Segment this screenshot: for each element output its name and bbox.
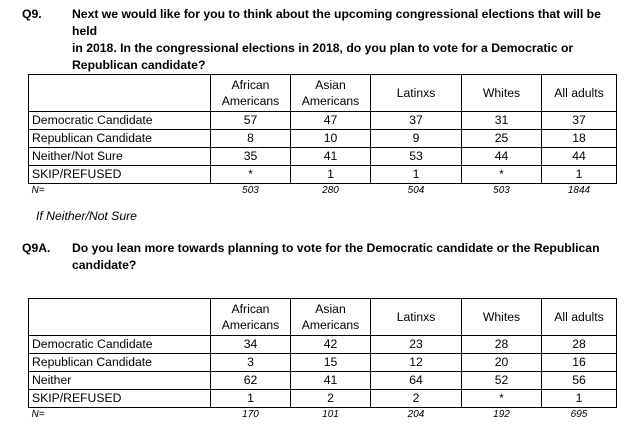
cell-value: 44	[541, 147, 617, 166]
table-row: Neither/Not Sure 35 41 53 44 44	[28, 147, 617, 166]
cell-value: 37	[541, 111, 617, 130]
sample-size-row: N= 170 101 204 192 695	[29, 408, 617, 423]
cell-value: 56	[541, 371, 617, 390]
cell-value: 47	[290, 111, 371, 130]
cell-value: 15	[290, 353, 371, 372]
cell-value: 41	[290, 147, 371, 166]
cell-value: 20	[461, 353, 542, 372]
cell-value: 18	[541, 129, 617, 148]
cell-value: 8	[210, 129, 291, 148]
cell-value: 1	[541, 165, 617, 184]
row-label: SKIP/REFUSED	[28, 389, 211, 408]
sample-size-label: N=	[31, 409, 45, 420]
row-label: SKIP/REFUSED	[28, 165, 211, 184]
question-text-line: Next we would like for you to think abou…	[72, 7, 601, 38]
sample-size-value: 170	[242, 409, 259, 420]
table-row: Democratic Candidate 57 47 37 31 37	[28, 111, 617, 130]
cell-value: 53	[370, 147, 462, 166]
cell-value: 37	[370, 111, 462, 130]
cell-value: 2	[370, 389, 462, 408]
cell-value: 1	[370, 165, 462, 184]
table-row: Democratic Candidate 34 42 23 28 28	[28, 335, 617, 354]
header-african-americans: African Americans	[210, 74, 291, 112]
cell-value: 10	[290, 129, 371, 148]
question-text-line: Republican candidate?	[72, 58, 206, 72]
header-whites: Whites	[461, 298, 542, 336]
table-row: Republican Candidate 8 10 9 25 18	[28, 129, 617, 148]
cell-value: 41	[290, 371, 371, 390]
table-header-row: African Americans Asian Americans Latinxs …	[28, 298, 617, 336]
table-row: Neither 62 41 64 52 56	[28, 371, 617, 390]
cell-value: 64	[370, 371, 462, 390]
cell-value: 52	[461, 371, 542, 390]
cell-value: 31	[461, 111, 542, 130]
results-table-q9: African Americans Asian Americans Latinxs …	[28, 74, 617, 198]
sample-size-label: N=	[31, 185, 45, 196]
cell-value: 25	[461, 129, 542, 148]
cell-value: 57	[210, 111, 291, 130]
cell-value: 23	[370, 335, 462, 354]
header-blank-cell	[28, 74, 211, 112]
sample-size-value: 101	[322, 409, 339, 420]
table-header-row: African Americans Asian Americans Latinxs …	[28, 74, 617, 112]
header-african-americans: African Americans	[210, 298, 291, 336]
cell-value: *	[461, 389, 542, 408]
cell-value: *	[461, 165, 542, 184]
sample-size-value: 280	[322, 185, 339, 196]
cell-value: 16	[541, 353, 617, 372]
sample-size-value: 1844	[567, 185, 591, 196]
cell-value: 1	[290, 165, 371, 184]
sample-size-value: 695	[570, 409, 588, 420]
cell-value: 62	[210, 371, 291, 390]
cell-value: 3	[210, 353, 291, 372]
row-label: Neither	[28, 371, 211, 390]
header-whites: Whites	[461, 74, 542, 112]
results-table-q9a: African Americans Asian Americans Latinxs …	[28, 298, 617, 422]
cell-value: 34	[210, 335, 291, 354]
cell-value: *	[210, 165, 291, 184]
question-q9a: Q9A. Do you lean more towards planning t…	[22, 240, 612, 274]
question-number: Q9.	[22, 7, 42, 21]
header-blank-cell	[28, 298, 211, 336]
row-label: Democratic Candidate	[28, 111, 211, 130]
row-label: Neither/Not Sure	[28, 147, 211, 166]
header-all-adults: All adults	[541, 298, 617, 336]
header-latinxs: Latinxs	[370, 298, 462, 336]
header-asian-americans: Asian Americans	[290, 74, 371, 112]
sample-size-row: N= 503 280 504 503 1844	[29, 184, 617, 199]
sample-size-value: 504	[407, 185, 425, 196]
question-q9: Q9. Next we would like for you to think …	[22, 6, 612, 74]
sample-size-value: 192	[493, 409, 510, 420]
cell-value: 28	[541, 335, 617, 354]
table-row: Republican Candidate 3 15 12 20 16	[28, 353, 617, 372]
table-row: SKIP/REFUSED * 1 1 * 1	[28, 165, 617, 184]
cell-value: 9	[370, 129, 462, 148]
question-text-line: candidate?	[72, 258, 137, 272]
cell-value: 12	[370, 353, 462, 372]
sample-size-value: 204	[407, 409, 425, 420]
header-asian-americans: Asian Americans	[290, 298, 371, 336]
question-text-line: in 2018. In the congressional elections …	[72, 41, 574, 55]
cell-value: 35	[210, 147, 291, 166]
cell-value: 44	[461, 147, 542, 166]
cell-value: 28	[461, 335, 542, 354]
sample-size-value: 503	[493, 185, 510, 196]
cell-value: 2	[290, 389, 371, 408]
cell-value: 1	[541, 389, 617, 408]
question-text-line: Do you lean more towards planning to vot…	[72, 241, 600, 255]
row-label: Democratic Candidate	[28, 335, 211, 354]
table-row: SKIP/REFUSED 1 2 2 * 1	[28, 389, 617, 408]
cell-value: 1	[210, 389, 291, 408]
sample-size-value: 503	[242, 185, 259, 196]
question-number: Q9A.	[22, 241, 51, 255]
header-all-adults: All adults	[541, 74, 617, 112]
cell-value: 42	[290, 335, 371, 354]
row-label: Republican Candidate	[28, 129, 211, 148]
row-label: Republican Candidate	[28, 353, 211, 372]
filter-note: If Neither/Not Sure	[36, 209, 137, 223]
header-latinxs: Latinxs	[370, 74, 462, 112]
